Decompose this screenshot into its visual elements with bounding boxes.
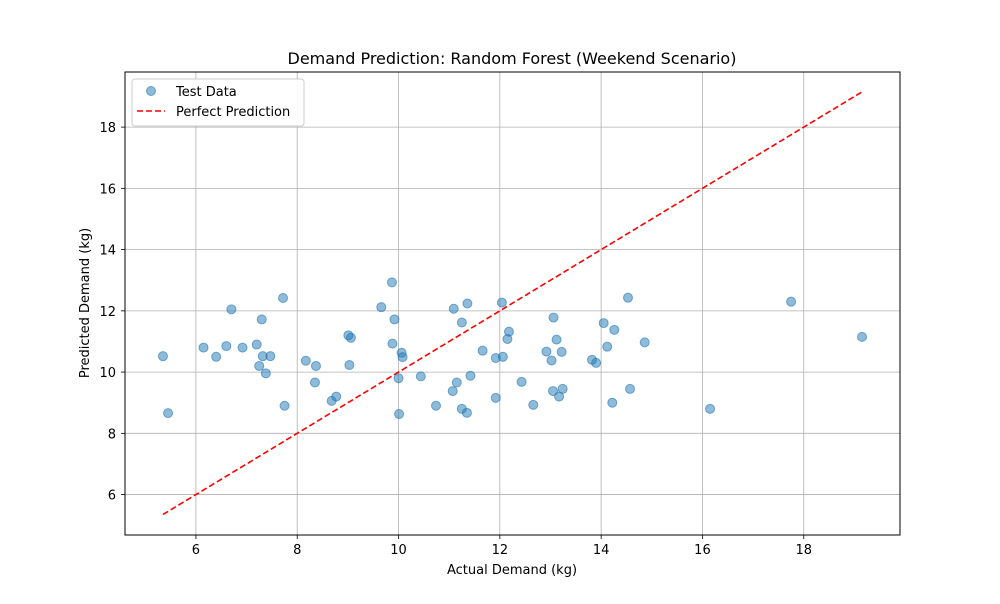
legend-marker-test-data [146, 86, 156, 96]
data-point [251, 339, 262, 350]
data-point [786, 296, 797, 307]
data-point [254, 360, 265, 371]
y-tick-label: 12 [99, 305, 116, 320]
perfect-prediction-line [162, 91, 863, 516]
y-tick-label: 8 [108, 427, 116, 442]
data-point [310, 360, 321, 371]
data-point [256, 314, 267, 325]
perfect-prediction-line-layer [162, 91, 863, 516]
data-point [541, 346, 552, 357]
x-tick-label: 12 [492, 543, 509, 558]
data-point [462, 298, 473, 309]
data-point [598, 318, 609, 329]
data-point [387, 338, 398, 349]
x-axis-ticks: 6 8 10 12 14 16 18 [192, 535, 812, 558]
data-point [497, 351, 508, 362]
data-point [226, 304, 237, 315]
data-point [477, 345, 488, 356]
plot-frame [124, 71, 901, 536]
data-point [548, 312, 559, 323]
data-point [528, 399, 539, 410]
data-point [394, 409, 405, 420]
data-point [503, 326, 514, 337]
data-point [602, 341, 613, 352]
data-point [309, 377, 320, 388]
data-point [447, 386, 458, 397]
data-point [211, 351, 222, 362]
data-point [456, 317, 467, 328]
data-point [591, 357, 602, 368]
data-points [157, 277, 868, 420]
data-point [465, 370, 476, 381]
data-point [451, 377, 462, 388]
y-tick-label: 18 [99, 121, 116, 136]
legend-box [131, 78, 305, 127]
data-point [260, 368, 271, 379]
y-axis-ticks: 6 8 10 12 14 16 18 [99, 121, 125, 504]
y-tick-label: 16 [99, 182, 116, 197]
data-point [857, 331, 868, 342]
data-point [490, 392, 501, 403]
data-point [393, 373, 404, 384]
data-point [516, 376, 527, 387]
legend-label-test-data: Test Data [175, 85, 237, 100]
data-point [389, 314, 400, 325]
data-point [279, 400, 290, 411]
y-tick-label: 6 [108, 489, 116, 504]
data-point [386, 277, 397, 288]
data-point [548, 386, 559, 397]
data-point [496, 297, 507, 308]
x-tick-label: 6 [192, 543, 200, 558]
legend: Test Data Perfect Prediction [131, 78, 305, 127]
data-point [461, 407, 472, 418]
data-point [415, 371, 426, 382]
data-point [376, 302, 387, 313]
data-point [625, 383, 636, 394]
data-point [300, 355, 311, 366]
y-tick-label: 10 [99, 366, 116, 381]
data-point [609, 324, 620, 335]
data-point [163, 408, 174, 419]
x-tick-label: 10 [390, 543, 407, 558]
data-point [607, 397, 618, 408]
legend-label-perfect-prediction: Perfect Prediction [176, 105, 290, 120]
data-point [221, 341, 232, 352]
grid [125, 72, 900, 535]
data-point [546, 355, 557, 366]
data-point [551, 334, 562, 345]
data-point [237, 342, 248, 353]
data-point [198, 342, 209, 353]
x-tick-label: 18 [795, 543, 812, 558]
data-point [278, 292, 289, 303]
x-tick-label: 16 [694, 543, 711, 558]
data-point [705, 403, 716, 414]
data-point [345, 332, 356, 343]
data-point [265, 351, 276, 362]
data-point [556, 346, 567, 357]
chart-title: Demand Prediction: Random Forest (Weeken… [288, 49, 737, 68]
y-tick-label: 14 [99, 244, 116, 259]
x-axis-label: Actual Demand (kg) [447, 563, 577, 578]
data-point [622, 292, 633, 303]
data-point [397, 352, 408, 363]
x-tick-label: 8 [293, 543, 301, 558]
data-point [331, 391, 342, 402]
y-axis-label: Predicted Demand (kg) [78, 228, 93, 378]
data-point [448, 303, 459, 314]
x-tick-label: 14 [593, 543, 610, 558]
data-point [157, 351, 168, 362]
data-point [344, 360, 355, 371]
data-point [431, 400, 442, 411]
data-point [639, 337, 650, 348]
data-point [557, 383, 568, 394]
